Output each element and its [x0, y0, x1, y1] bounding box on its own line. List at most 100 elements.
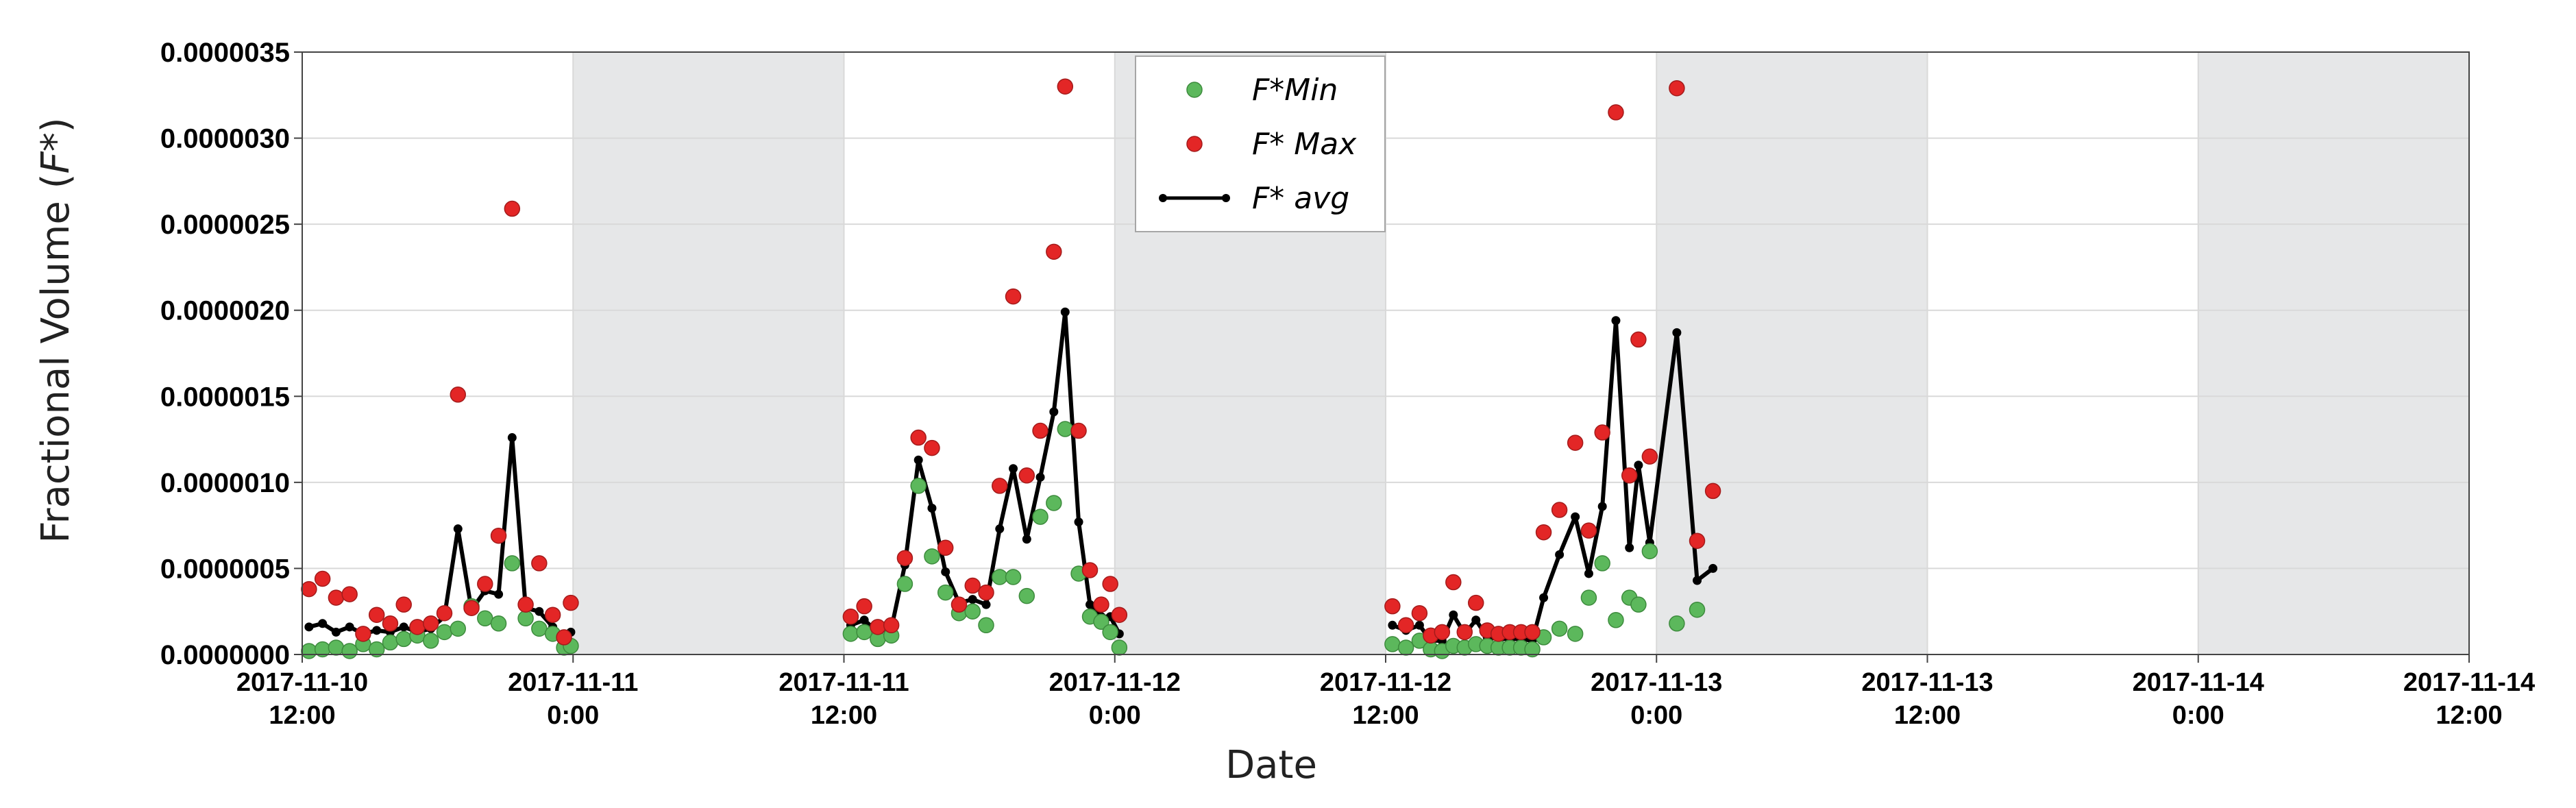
avg-point [1074, 517, 1083, 527]
x-axis-title: Date [1225, 743, 1317, 787]
max-point [450, 387, 467, 403]
avg-point [1414, 620, 1424, 630]
y-axis-title: Fractional Volume (F*) [34, 117, 78, 543]
min-point [436, 624, 453, 641]
avg-point [1060, 307, 1070, 317]
avg-point [859, 615, 869, 625]
max-point [556, 629, 572, 646]
y-tick-label: 0.0000000 [160, 640, 290, 670]
x-tick-label-time: 0:00 [1089, 701, 1141, 730]
y-tick-label: 0.0000025 [160, 210, 290, 240]
min-point [477, 610, 493, 627]
max-point [1081, 562, 1099, 578]
max-point [1641, 448, 1658, 465]
max-point [1580, 522, 1597, 539]
legend-avg-label: F* avg [1252, 181, 1349, 216]
y-tick-label: 0.0000015 [160, 382, 290, 412]
max-point [301, 580, 317, 598]
plot-frame [302, 51, 2470, 655]
max-point [1046, 243, 1062, 260]
avg-point [1708, 563, 1718, 573]
avg-series-line [850, 310, 1121, 635]
x-tick-label-date: 2017-11-13 [1591, 668, 1722, 697]
max-point [1551, 502, 1568, 518]
max-point [1608, 104, 1624, 121]
min-point [517, 610, 534, 627]
max-point [1070, 422, 1087, 439]
max-point [1535, 524, 1552, 541]
max-point [1111, 607, 1128, 623]
x-tick-label-date: 2017-11-14 [2133, 668, 2264, 697]
x-tick-label-time: 0:00 [547, 701, 599, 730]
max-point [314, 570, 331, 587]
min-point [341, 643, 358, 659]
min-point [1567, 626, 1584, 642]
y-axis-title-variable: F* [34, 132, 78, 173]
max-point [517, 596, 534, 613]
avg-point [453, 524, 463, 534]
avg-point [1625, 543, 1634, 552]
min-point [1111, 639, 1128, 656]
min-point [422, 633, 439, 649]
min-point [1608, 612, 1624, 628]
min-point [896, 576, 913, 592]
legend-avg-marker-left [1159, 194, 1167, 202]
min-point [368, 641, 385, 658]
min-point [1102, 624, 1118, 641]
max-point [896, 550, 913, 567]
x-tick-label-time: 0:00 [1630, 701, 1682, 730]
max-point [883, 617, 900, 634]
min-point [395, 631, 412, 648]
min-point [504, 555, 521, 572]
y-tick-label: 0.0000030 [160, 124, 290, 154]
avg-point [399, 622, 408, 632]
avg-point [1693, 576, 1702, 585]
night-band [2198, 52, 2469, 654]
min-point [1397, 639, 1414, 656]
min-point [1641, 543, 1658, 560]
y-axis-title-main: Fractional Volume ( [34, 173, 78, 543]
max-point [1669, 79, 1685, 97]
max-point [856, 598, 872, 615]
max-point [1018, 467, 1035, 484]
x-tick-label-date: 2017-11-11 [508, 668, 638, 697]
max-point [463, 600, 480, 616]
avg-point [941, 567, 950, 576]
max-point [870, 619, 886, 635]
x-tick-label-time: 0:00 [2172, 701, 2224, 730]
max-point [531, 555, 548, 572]
legend: F*Min F* Max F* avg [1135, 56, 1386, 232]
legend-min-label: F*Min [1252, 73, 1338, 108]
max-point [910, 429, 927, 446]
max-point [1468, 594, 1484, 611]
min-point [1524, 641, 1541, 658]
x-tick-label-time: 12:00 [1894, 701, 1961, 730]
avg-point [1634, 461, 1643, 470]
avg-point [995, 524, 1005, 534]
max-point [490, 527, 507, 544]
avg-point [1539, 593, 1549, 602]
max-point [1093, 596, 1109, 613]
legend-box [1135, 56, 1386, 232]
avg-point [968, 595, 977, 604]
avg-point [913, 455, 923, 465]
min-point [937, 584, 954, 601]
x-tick-label-date: 2017-11-13 [1861, 668, 1993, 697]
avg-point [1009, 464, 1018, 474]
min-point [1046, 495, 1062, 511]
max-point [328, 589, 345, 606]
x-tick-label-time: 12:00 [2436, 701, 2502, 730]
min-point [1057, 421, 1074, 437]
max-point [1621, 467, 1638, 484]
min-point [531, 620, 548, 637]
y-tick-label: 0.0000035 [160, 38, 290, 68]
max-series [301, 78, 1721, 646]
y-tick-label: 0.0000010 [160, 468, 290, 498]
max-point [477, 576, 493, 592]
min-point [1669, 615, 1685, 632]
avg-point [507, 433, 517, 443]
max-point [368, 607, 385, 623]
max-point [1445, 574, 1462, 591]
x-tick-label-date: 2017-11-12 [1049, 668, 1181, 697]
